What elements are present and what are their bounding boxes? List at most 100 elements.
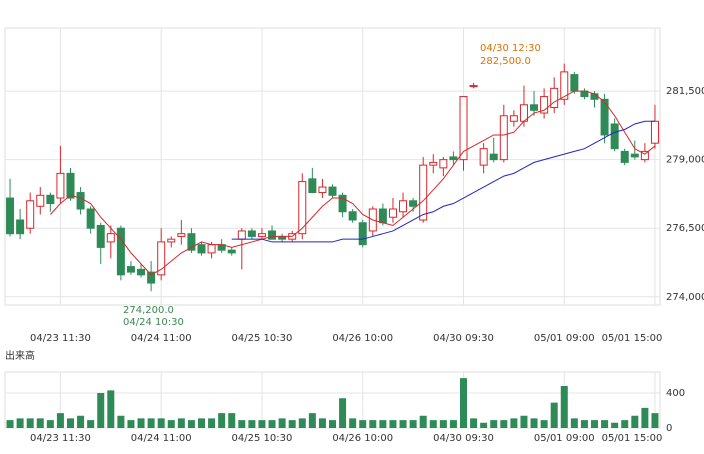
- volume-bar: [6, 420, 14, 428]
- candle-body: [116, 227, 125, 276]
- candle-body: [298, 181, 307, 235]
- volume-bar: [379, 420, 387, 428]
- volume-bar: [16, 418, 24, 428]
- volume-bar: [308, 413, 316, 428]
- y-tick-label: 0: [666, 423, 672, 434]
- volume-title: 出来高: [5, 349, 35, 362]
- y-tick-label: 281,500: [666, 86, 704, 97]
- volume-bar: [399, 420, 407, 428]
- candle-body: [590, 93, 599, 100]
- candle-body: [409, 200, 418, 207]
- candle-body: [499, 115, 508, 161]
- volume-bar: [278, 418, 286, 428]
- moving-average: [49, 90, 656, 276]
- volume-bar: [530, 418, 538, 428]
- candle-body: [76, 192, 85, 210]
- annotation: 04/30 12:30: [480, 43, 541, 54]
- candle-body: [197, 244, 206, 254]
- volume-bar: [611, 422, 619, 428]
- volume-bar: [490, 420, 498, 428]
- volume-bar: [429, 420, 437, 428]
- volume-bar: [147, 418, 155, 428]
- volume-bar: [470, 418, 478, 428]
- volume-bar: [56, 413, 64, 428]
- candle-body: [378, 208, 387, 224]
- candle-body: [86, 208, 95, 229]
- candle-body: [388, 208, 397, 218]
- candle-body: [66, 172, 75, 199]
- volume-bar: [449, 420, 457, 428]
- candle-body: [630, 153, 639, 158]
- volume-bar: [228, 413, 236, 428]
- volume-bar: [570, 418, 578, 428]
- candle-body: [469, 85, 478, 88]
- x-tick-label: 04/24 11:00: [131, 433, 192, 444]
- candle-body: [207, 244, 216, 254]
- volume-bar: [439, 420, 447, 428]
- candle-body: [560, 71, 569, 100]
- x-tick-label: 04/25 10:30: [232, 333, 293, 344]
- x-tick-label: 04/23 11:30: [30, 433, 91, 444]
- candle-body: [328, 186, 337, 196]
- candle-body: [126, 266, 135, 273]
- candle-body: [6, 197, 15, 235]
- y-tick-label: 274,000: [666, 292, 704, 303]
- volume-bar: [349, 418, 357, 428]
- candle-body: [147, 271, 156, 284]
- candle-body: [106, 233, 115, 243]
- volume-bar: [67, 418, 74, 428]
- volume-bar: [258, 420, 266, 428]
- x-tick-label: 04/26 10:00: [332, 433, 393, 444]
- y-tick-label: 279,000: [666, 155, 704, 166]
- volume-bar: [107, 390, 115, 428]
- volume-bar: [389, 420, 397, 428]
- volume-bar: [641, 407, 649, 428]
- volume-bar: [268, 420, 276, 428]
- x-tick-label: 04/30 09:30: [433, 433, 494, 444]
- candle-body: [650, 120, 659, 144]
- volume-bar: [97, 393, 105, 428]
- candle-body: [540, 96, 549, 114]
- candle-body: [46, 194, 55, 205]
- candle-body: [187, 233, 196, 251]
- candle-body: [26, 200, 35, 229]
- candle-body: [439, 159, 448, 169]
- x-tick-label: 05/01 09:00: [534, 433, 595, 444]
- volume-bar: [87, 420, 95, 428]
- candle-body: [429, 161, 438, 166]
- volume-bar: [480, 422, 488, 428]
- volume-bar: [540, 420, 548, 428]
- price-frame: [4, 27, 661, 306]
- volume-bar: [419, 415, 427, 428]
- x-tick-label: 05/01 09:00: [534, 333, 595, 344]
- x-tick-label: 04/24 11:00: [131, 333, 192, 344]
- candle-body: [237, 230, 246, 240]
- candle-body: [550, 87, 559, 109]
- volume-bar: [127, 420, 135, 428]
- candle-body: [16, 219, 25, 235]
- candle-body: [177, 233, 186, 237]
- candle-body: [509, 115, 518, 122]
- candle-body: [459, 96, 468, 161]
- candle-body: [620, 150, 629, 163]
- volume-bar: [580, 420, 588, 428]
- candle-body: [157, 241, 166, 276]
- y-tick-label: 400: [666, 388, 685, 399]
- candle-body: [600, 98, 609, 136]
- volume-bar: [510, 418, 518, 428]
- volume-bar: [238, 420, 246, 428]
- volume-bar: [651, 413, 659, 428]
- volume-bar: [157, 418, 165, 428]
- candle-body: [247, 230, 256, 237]
- annotation: 282,500.0: [480, 56, 531, 67]
- volume-bar: [36, 418, 44, 428]
- candle-body: [399, 200, 408, 213]
- volume-bar: [318, 418, 326, 428]
- x-tick-label: 05/01 15:00: [602, 433, 663, 444]
- candle-body: [167, 238, 176, 243]
- candle-body: [257, 233, 266, 237]
- candle-body: [358, 222, 367, 246]
- candle-body: [489, 153, 498, 161]
- volume-bar: [339, 398, 347, 428]
- candle-body: [570, 74, 579, 92]
